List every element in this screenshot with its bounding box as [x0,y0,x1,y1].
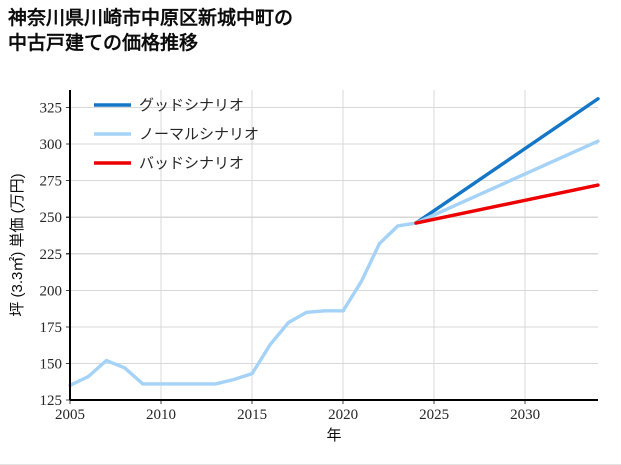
x-axis-title: 年 [326,427,341,444]
y-tick-label: 150 [40,356,63,372]
y-tick-label: 175 [40,320,63,336]
legend-label: バッドシナリオ [139,156,244,172]
y-tick-label: 325 [40,101,63,117]
x-tick-label: 2025 [419,407,449,423]
y-axis-tick-labels: 125 150 175 200 225 250 275 300 325 [40,101,63,409]
series-lines [68,97,600,388]
series-line [68,139,600,388]
y-tick-label: 300 [40,137,63,153]
tickmarks [66,106,526,404]
legend-label: ノーマルシナリオ [139,127,259,143]
x-tick-label: 2030 [510,407,540,423]
x-tick-label: 2015 [237,407,267,423]
legend-label: グッドシナリオ [139,97,244,114]
series-line [414,183,600,225]
y-tick-label: 275 [40,174,63,190]
y-axis-title: 坪 (3.3㎡) 単価 (万円) [9,173,26,316]
x-tick-label: 2005 [55,407,85,423]
page-title: 神奈川県川崎市中原区新城中町の 中古戸建ての価格推移 [8,8,294,55]
x-axis-tick-labels: 2005 2010 2015 2020 2025 2030 [55,407,540,423]
y-tick-label: 200 [40,283,63,299]
x-tick-label: 2020 [328,407,358,423]
y-tick-label: 250 [40,210,63,226]
series-line [414,97,600,225]
x-tick-label: 2010 [146,407,176,423]
axis-spines [68,90,598,402]
y-tick-label: 125 [40,393,63,409]
y-tick-label: 225 [40,247,63,263]
